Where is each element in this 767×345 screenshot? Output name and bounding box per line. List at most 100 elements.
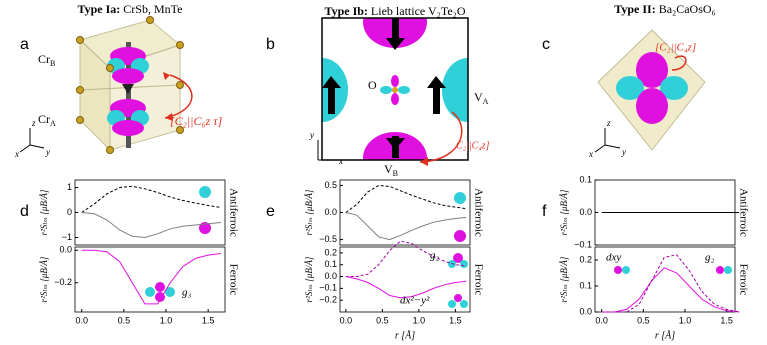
y-axis-label: r²Sₗₘ [μB/Å] xyxy=(304,189,314,235)
y-tick-label: 0.2 xyxy=(579,254,592,264)
axis-name: y xyxy=(45,147,50,157)
data-line xyxy=(81,212,221,239)
data-line xyxy=(81,185,221,213)
x-axis-label: r [Å] xyxy=(395,329,415,341)
y-axis-label: r²Sₗₘ [μB/Å] xyxy=(39,256,49,302)
series-label: g₃ xyxy=(182,287,192,299)
x-tick-label: 1.5 xyxy=(449,315,462,325)
axis-name: x xyxy=(588,149,593,159)
x-tick-label: 1.5 xyxy=(720,315,733,325)
x-tick-label: 0.0 xyxy=(595,315,608,325)
series-label: g₂ xyxy=(705,252,715,264)
orbital-icon xyxy=(145,186,732,308)
y-tick-label: 0.0 xyxy=(59,245,72,255)
y-tick-label: 0.0 xyxy=(324,271,337,281)
data-line xyxy=(81,249,221,305)
y-axis-label: r²Sₗₘ [μB/Å] xyxy=(559,189,569,235)
data-line xyxy=(345,240,467,277)
y-tick-label: −1 xyxy=(62,232,72,242)
atom-sub: A xyxy=(483,97,489,106)
y-tick-label: 0.1 xyxy=(579,174,592,184)
y-tick-label: 0.0 xyxy=(579,207,592,217)
title-bold: Type Ib: xyxy=(324,4,367,18)
lattice-illustration xyxy=(317,17,469,166)
plot-frame xyxy=(339,179,471,246)
x-tick-label: 1.5 xyxy=(202,315,215,325)
y-tick-label: 0.0 xyxy=(324,207,337,217)
panel-letter: d xyxy=(20,203,29,220)
panel-title: Type Ia: CrSb, MnTe xyxy=(78,2,183,16)
title-rest: Ba₂CaOsO₆ xyxy=(659,2,716,16)
atom-label: O xyxy=(368,78,377,92)
atom-base: Cr xyxy=(38,52,50,66)
y-tick-label: −0.1 xyxy=(574,239,592,249)
plot-frame xyxy=(594,246,736,313)
title-bold: Type Ia: xyxy=(78,2,121,16)
panel-title: Type II: Ba₂CaOsO₆ xyxy=(614,2,715,16)
panel-letter: f xyxy=(542,203,547,220)
axis-name: y xyxy=(621,147,626,157)
y-tick-label: 0 xyxy=(67,207,72,217)
atom-base: V xyxy=(384,162,393,176)
x-tick-label: 0.5 xyxy=(376,315,389,325)
atom-label: VA xyxy=(474,90,489,107)
atom-label: VB xyxy=(384,162,398,179)
axis-name: z xyxy=(606,118,611,128)
plot-frame xyxy=(74,246,226,313)
series-label: g₂ xyxy=(430,250,440,262)
atom-sub: A xyxy=(50,119,56,128)
title-rest: CrSb, MnTe xyxy=(123,2,182,16)
side-label: Ferroic xyxy=(737,264,749,296)
crystal-illustration xyxy=(19,16,193,154)
side-label: Ferroic xyxy=(227,264,239,296)
x-tick-label: 0.5 xyxy=(118,315,131,325)
title-bold: Type II: xyxy=(614,2,655,16)
y-tick-label: −0.5 xyxy=(319,234,337,244)
axis-name: x xyxy=(14,149,19,159)
x-tick-label: 0.5 xyxy=(637,315,650,325)
side-label: Antiferroic xyxy=(472,188,484,237)
data-line xyxy=(601,267,740,313)
atom-sub: B xyxy=(393,169,398,178)
y-tick-label: 1 xyxy=(67,182,72,192)
panel-title: Type Ib: Lieb lattice V₂Te₂O xyxy=(324,4,465,18)
x-tick-label: 1.0 xyxy=(413,315,426,325)
side-label: Ferroic xyxy=(472,264,484,296)
atom-base: Cr xyxy=(38,112,50,126)
panel-letter: b xyxy=(266,36,275,53)
x-tick-label: 1.0 xyxy=(679,315,692,325)
y-tick-label: 0.1 xyxy=(579,280,592,290)
y-axis-label: r²Sₗₘ [μB/Å] xyxy=(304,256,314,302)
y-tick-label: 0.5 xyxy=(324,180,337,190)
y-axis-label: r²Sₗₘ [μB/Å] xyxy=(39,189,49,235)
side-label: Antiferroic xyxy=(227,188,239,237)
atom-base: V xyxy=(474,90,483,104)
title-rest: Lieb lattice V₂Te₂O xyxy=(371,4,466,18)
y-tick-label: 0.2 xyxy=(324,247,337,257)
y-tick-label: −0.1 xyxy=(319,283,337,293)
y-tick-label: −0.2 xyxy=(319,295,337,305)
panel-letter: e xyxy=(266,203,275,220)
axis-name: y xyxy=(309,130,314,140)
symmetry-label: C₂||C₄z] xyxy=(456,140,490,151)
side-label: Antiferroic xyxy=(737,188,749,237)
atom-sub: B xyxy=(50,59,55,68)
axis-name: z xyxy=(31,118,36,128)
x-axis-label: r [Å] xyxy=(655,329,675,341)
panel-letter: c xyxy=(542,36,550,53)
panel-letter: a xyxy=(20,36,29,53)
y-tick-label: 0.0 xyxy=(579,306,592,316)
series-label: dxy xyxy=(606,252,621,264)
axis-name: x xyxy=(338,156,343,166)
x-tick-label: 1.0 xyxy=(160,315,173,325)
plot-frame xyxy=(339,246,471,313)
atom-label: CrA xyxy=(38,112,56,129)
data-line xyxy=(601,254,740,313)
crystal-illustration xyxy=(594,29,706,153)
y-axis-label: r²Sₗₘ [μB/Å] xyxy=(559,256,569,302)
series-label: dx²−y² xyxy=(400,295,430,307)
symmetry-label: [C₂||C₄z] xyxy=(655,42,696,54)
symmetry-label: [C₂||C₆z τ] xyxy=(170,114,223,128)
atom-label: CrB xyxy=(38,52,55,69)
